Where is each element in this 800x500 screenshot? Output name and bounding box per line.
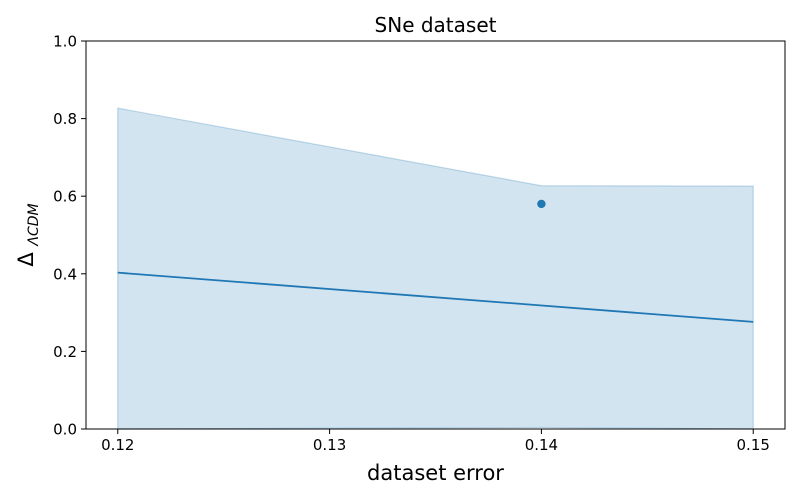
y-axis-label-main: Δ bbox=[14, 252, 38, 267]
chart-title: SNe dataset bbox=[375, 13, 497, 37]
confidence-band-layer bbox=[117, 107, 754, 430]
y-axis-label-subscript: ΛCDM bbox=[26, 203, 42, 246]
y-axis-label: Δ ΛCDM bbox=[14, 203, 42, 266]
x-tick-label: 0.13 bbox=[313, 436, 346, 454]
x-tick-label: 0.12 bbox=[101, 436, 134, 454]
y-tick-label: 0.4 bbox=[53, 265, 77, 283]
y-tick-label: 1.0 bbox=[53, 33, 77, 51]
regression-line bbox=[117, 271, 754, 323]
axes-frame bbox=[85, 40, 786, 430]
data-point-layer bbox=[537, 199, 546, 209]
confidence-band bbox=[117, 107, 754, 430]
y-tick-label: 0.8 bbox=[53, 110, 77, 128]
x-tick-label: 0.15 bbox=[737, 436, 770, 454]
data-point bbox=[537, 199, 546, 209]
y-tick-label: 0.6 bbox=[53, 188, 77, 206]
y-tick-label: 0.2 bbox=[53, 343, 77, 361]
y-tick-layer: 0.0 0.2 0.4 0.6 0.8 1.0 bbox=[53, 33, 86, 439]
y-tick-label: 0.0 bbox=[53, 421, 77, 439]
x-axis-label: dataset error bbox=[367, 461, 504, 485]
x-tick-layer: 0.12 0.13 0.14 0.15 bbox=[101, 429, 770, 454]
x-tick-label: 0.14 bbox=[525, 436, 558, 454]
regression-line-layer bbox=[117, 271, 754, 323]
